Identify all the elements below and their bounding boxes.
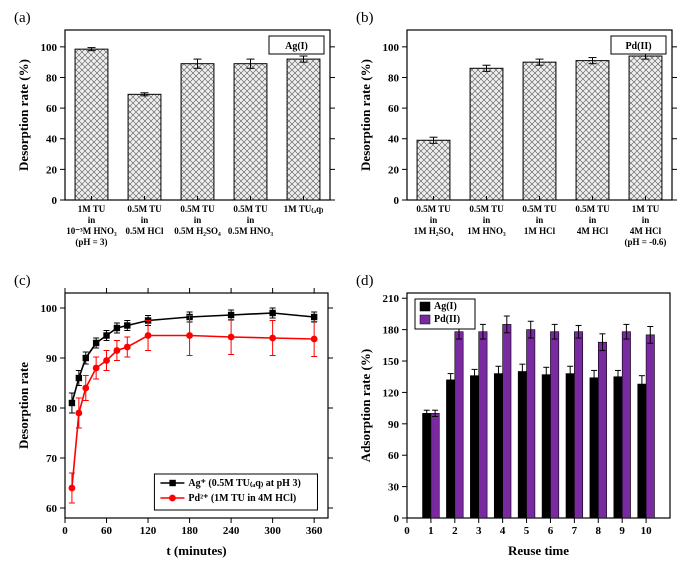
svg-text:in: in: [483, 215, 491, 225]
panel-b: (b) 020406080100Desorption rate (%)0.5M …: [352, 10, 682, 265]
svg-text:0.5M HNO₃: 0.5M HNO₃: [228, 226, 273, 236]
svg-text:0: 0: [404, 525, 410, 537]
svg-text:in: in: [430, 215, 438, 225]
svg-text:120: 120: [383, 387, 400, 399]
svg-text:0.5M HCl: 0.5M HCl: [126, 226, 164, 236]
svg-text:100: 100: [383, 42, 400, 54]
svg-text:0: 0: [394, 513, 400, 525]
svg-text:10⁻³M HNO₃: 10⁻³M HNO₃: [66, 226, 117, 236]
svg-text:60: 60: [46, 503, 58, 515]
svg-text:in: in: [194, 215, 202, 225]
svg-text:Desorption rate (%): Desorption rate (%): [16, 59, 31, 171]
svg-text:100: 100: [41, 42, 58, 54]
figure-grid: (a) 020406080100Desorption rate (%)1M TU…: [10, 10, 675, 563]
svg-text:150: 150: [383, 356, 400, 368]
svg-text:0: 0: [394, 195, 400, 207]
svg-text:0.5M H₂SO₄: 0.5M H₂SO₄: [174, 226, 221, 236]
svg-text:in: in: [247, 215, 255, 225]
svg-text:Pd(II): Pd(II): [625, 41, 651, 52]
svg-text:in: in: [141, 215, 149, 225]
panel-c-label: (c): [14, 273, 31, 290]
panel-d: (d) 0 1 2 3 4 5 6 7 8 9 10 0 30 60 90 120 150 180 210 Adsor…: [352, 273, 682, 563]
svg-text:10: 10: [641, 525, 653, 537]
svg-text:5: 5: [524, 525, 530, 537]
svg-text:60: 60: [101, 525, 113, 537]
svg-text:0.5M TU: 0.5M TU: [575, 204, 610, 214]
svg-text:in: in: [536, 215, 544, 225]
panel-c: (c) 0 60 120 180 240 300 360 60 70 80 90 100 Desorpt…: [10, 273, 340, 563]
svg-text:4M HCl: 4M HCl: [577, 226, 609, 236]
svg-text:20: 20: [46, 164, 58, 176]
svg-text:180: 180: [383, 325, 400, 337]
svg-text:60: 60: [388, 450, 400, 462]
svg-text:Ag⁺ (0.5M TU₍ₐq₎ at pH 3): Ag⁺ (0.5M TU₍ₐq₎ at pH 3): [188, 478, 300, 489]
svg-text:(pH = -0.6): (pH = -0.6): [625, 237, 667, 247]
panel-d-label: (d): [356, 273, 374, 290]
svg-text:0.5M TU: 0.5M TU: [416, 204, 451, 214]
panel-a: (a) 020406080100Desorption rate (%)1M TU…: [10, 10, 340, 265]
svg-text:40: 40: [46, 134, 58, 146]
svg-text:0.5M TU: 0.5M TU: [522, 204, 557, 214]
svg-text:0: 0: [62, 525, 68, 537]
svg-text:Desorption rate: Desorption rate: [16, 362, 31, 449]
svg-text:0: 0: [52, 195, 58, 207]
svg-text:4: 4: [500, 525, 506, 537]
svg-text:3: 3: [476, 525, 482, 537]
svg-text:2: 2: [452, 525, 458, 537]
chart-a: 020406080100Desorption rate (%)1M TUin10…: [10, 10, 340, 265]
chart-c: 0 60 120 180 240 300 360 60 70 80 90 100 Desorption …: [10, 273, 340, 563]
svg-text:Ag(I): Ag(I): [434, 301, 457, 312]
svg-text:40: 40: [388, 134, 400, 146]
svg-text:80: 80: [46, 403, 58, 415]
svg-text:70: 70: [46, 453, 58, 465]
svg-text:30: 30: [388, 482, 400, 494]
svg-text:60: 60: [46, 103, 58, 115]
svg-text:1M TU: 1M TU: [78, 204, 106, 214]
svg-text:8: 8: [596, 525, 602, 537]
svg-text:360: 360: [306, 525, 323, 537]
svg-text:120: 120: [140, 525, 157, 537]
svg-text:Ag(I): Ag(I): [285, 41, 308, 52]
svg-text:60: 60: [388, 103, 400, 115]
svg-text:Pd(II): Pd(II): [434, 314, 460, 325]
svg-text:240: 240: [223, 525, 240, 537]
svg-text:1M H₂SO₄: 1M H₂SO₄: [414, 226, 454, 236]
svg-text:1: 1: [428, 525, 434, 537]
svg-text:in: in: [642, 215, 650, 225]
svg-text:20: 20: [388, 164, 400, 176]
svg-text:0.5M TU: 0.5M TU: [180, 204, 215, 214]
svg-text:6: 6: [548, 525, 554, 537]
svg-text:0.5M TU: 0.5M TU: [233, 204, 268, 214]
chart-b: 020406080100Desorption rate (%)0.5M TUin…: [352, 10, 682, 265]
svg-text:1M HCl: 1M HCl: [524, 226, 556, 236]
svg-text:4M HCl: 4M HCl: [630, 226, 662, 236]
svg-text:90: 90: [388, 419, 400, 431]
svg-text:1M TU₍ₐq₎: 1M TU₍ₐq₎: [284, 204, 324, 214]
svg-text:(pH = 3): (pH = 3): [75, 237, 107, 247]
panel-a-label: (a): [14, 10, 31, 27]
panel-b-label: (b): [356, 10, 374, 27]
svg-text:7: 7: [572, 525, 578, 537]
svg-text:Adsorption rate (%): Adsorption rate (%): [358, 349, 373, 462]
svg-text:210: 210: [383, 293, 400, 305]
svg-text:in: in: [88, 215, 96, 225]
svg-text:Pd²⁺ (1M TU in 4M HCl): Pd²⁺ (1M TU in 4M HCl): [188, 493, 296, 504]
svg-text:300: 300: [264, 525, 281, 537]
svg-text:180: 180: [181, 525, 198, 537]
svg-text:80: 80: [46, 72, 58, 84]
svg-text:Reuse time: Reuse time: [508, 543, 569, 558]
svg-text:in: in: [589, 215, 597, 225]
svg-text:1M HNO₃: 1M HNO₃: [467, 226, 506, 236]
svg-text:100: 100: [41, 303, 58, 315]
svg-text:0.5M TU: 0.5M TU: [127, 204, 162, 214]
chart-d: 0 1 2 3 4 5 6 7 8 9 10 0 30 60 90 120 150 180 210 Adsorptio…: [352, 273, 682, 563]
svg-text:0.5M TU: 0.5M TU: [469, 204, 504, 214]
svg-text:t (minutes): t (minutes): [166, 543, 226, 558]
svg-text:9: 9: [619, 525, 625, 537]
svg-text:Desorption rate (%): Desorption rate (%): [358, 59, 373, 171]
svg-text:80: 80: [388, 72, 400, 84]
svg-text:90: 90: [46, 353, 58, 365]
svg-text:1M TU: 1M TU: [632, 204, 660, 214]
